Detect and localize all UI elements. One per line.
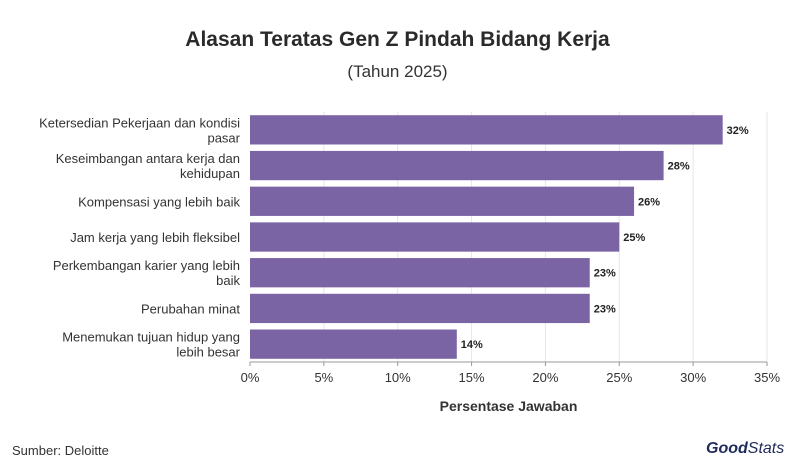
category-label-1-line-1: kehidupan bbox=[180, 166, 240, 181]
category-label-2-line-0: Kompensasi yang lebih baik bbox=[78, 194, 240, 209]
category-label-3: Jam kerja yang lebih fleksibel bbox=[70, 230, 240, 245]
x-tick-label-6: 30% bbox=[680, 370, 706, 385]
x-tick-label-4: 20% bbox=[532, 370, 558, 385]
category-label-0-line-1: pasar bbox=[207, 130, 240, 145]
category-label-1: Keseimbangan antara kerja dan kehidupan bbox=[56, 151, 240, 181]
category-label-0: Ketersedian Pekerjaan dan kondisi pasar bbox=[39, 115, 241, 145]
source-note: Sumber: Deloitte bbox=[12, 443, 109, 458]
bar-6 bbox=[250, 329, 457, 359]
category-label-6-line-0: Menemukan tujuan hidup yang bbox=[62, 330, 240, 345]
x-tick-label-5: 25% bbox=[606, 370, 632, 385]
x-axis-title: Persentase Jawaban bbox=[440, 398, 578, 414]
x-tick-label-3: 15% bbox=[459, 370, 485, 385]
category-label-4: Perkembangan karier yang lebih baik bbox=[53, 258, 241, 288]
value-label-0: 32% bbox=[727, 125, 749, 137]
bar-5 bbox=[250, 293, 590, 324]
value-label-4: 23% bbox=[594, 268, 616, 280]
logo-stats-text: Stats bbox=[747, 440, 785, 457]
value-label-3: 25% bbox=[623, 232, 645, 244]
value-label-6: 14% bbox=[461, 339, 483, 351]
goodstats-logo: GoodStats bbox=[706, 440, 784, 458]
bar-2 bbox=[250, 186, 635, 216]
category-label-3-line-0: Jam kerja yang lebih fleksibel bbox=[70, 230, 240, 245]
category-label-5: Perubahan minat bbox=[141, 301, 240, 316]
category-label-0-line-0: Ketersedian Pekerjaan dan kondisi bbox=[39, 115, 240, 130]
category-label-6-line-1: lebih besar bbox=[176, 345, 240, 360]
bar-1 bbox=[250, 150, 664, 181]
bar-4 bbox=[250, 258, 590, 288]
category-label-6: Menemukan tujuan hidup yang lebih besar bbox=[62, 330, 240, 360]
category-label-5-line-0: Perubahan minat bbox=[141, 301, 240, 316]
x-tick-label-2: 10% bbox=[385, 370, 411, 385]
category-label-2: Kompensasi yang lebih baik bbox=[78, 194, 240, 209]
logo-good-text: Good bbox=[706, 440, 748, 457]
category-label-1-line-0: Keseimbangan antara kerja dan bbox=[56, 151, 240, 166]
bar-3 bbox=[250, 222, 620, 252]
chart-title: Alasan Teratas Gen Z Pindah Bidang Kerja bbox=[185, 28, 610, 51]
value-label-2: 26% bbox=[638, 196, 660, 208]
value-label-5: 23% bbox=[594, 303, 616, 315]
x-tick-label-7: 35% bbox=[754, 370, 780, 385]
chart-subtitle: (Tahun 2025) bbox=[347, 62, 448, 81]
category-label-4-line-1: baik bbox=[216, 273, 240, 288]
category-label-4-line-0: Perkembangan karier yang lebih bbox=[53, 258, 240, 273]
value-label-1: 28% bbox=[668, 161, 690, 173]
x-tick-label-1: 5% bbox=[314, 370, 333, 385]
bar-0 bbox=[250, 115, 723, 145]
x-tick-label-0: 0% bbox=[241, 370, 260, 385]
